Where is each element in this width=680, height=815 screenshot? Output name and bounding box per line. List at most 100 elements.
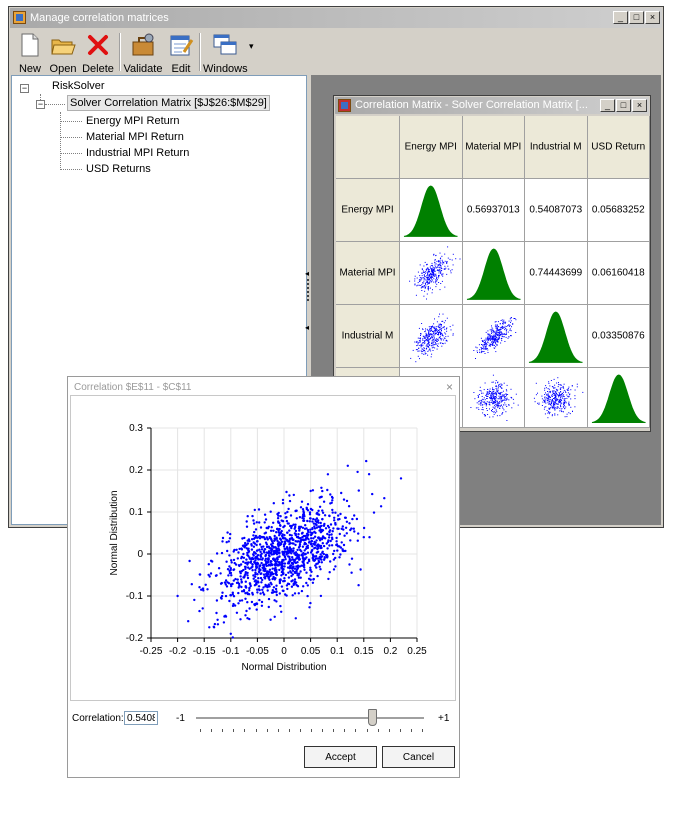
scatter-point bbox=[566, 394, 568, 396]
matrix-cell[interactable] bbox=[525, 368, 588, 428]
scatter-point bbox=[332, 527, 335, 530]
scatter-point bbox=[304, 547, 308, 550]
matrix-cell[interactable] bbox=[587, 368, 650, 428]
main-title-bar[interactable]: Manage correlation matrices _ □ × bbox=[10, 8, 662, 28]
scatter-point bbox=[217, 567, 221, 570]
scatter-point bbox=[433, 270, 434, 272]
scatter-point bbox=[429, 338, 431, 340]
tree-item-usd[interactable]: USD Returns bbox=[86, 163, 151, 175]
scatter-point bbox=[428, 277, 429, 279]
validate-button[interactable]: Validate bbox=[123, 29, 163, 75]
scatter-point bbox=[499, 331, 501, 333]
matrix-cell[interactable] bbox=[400, 242, 463, 305]
matrix-col-header[interactable]: USD Return bbox=[587, 116, 650, 179]
maximize-button[interactable]: □ bbox=[629, 11, 644, 24]
correlation-slider-thumb[interactable] bbox=[367, 709, 377, 726]
tree-item-energy[interactable]: Energy MPI Return bbox=[86, 115, 180, 127]
collapse-matrix-icon[interactable]: − bbox=[36, 99, 45, 109]
matrix-cell[interactable] bbox=[400, 305, 463, 368]
matrix-cell[interactable] bbox=[525, 305, 588, 368]
open-button[interactable]: Open bbox=[47, 29, 79, 75]
scatter-point bbox=[275, 591, 278, 594]
x-tick-label: -0.2 bbox=[169, 646, 187, 657]
scatter-point bbox=[344, 526, 348, 529]
scatter-point bbox=[421, 278, 423, 280]
splitter-arrow-icon[interactable]: ◂ bbox=[305, 323, 310, 332]
scatter-point bbox=[333, 549, 336, 553]
accept-button[interactable]: Accept bbox=[304, 746, 377, 768]
scatter-point bbox=[427, 282, 429, 284]
matrix-cell[interactable] bbox=[462, 242, 525, 305]
matrix-cell[interactable]: 0.05683252 bbox=[587, 179, 650, 242]
matrix-cell[interactable] bbox=[400, 179, 463, 242]
scatter-point bbox=[303, 549, 306, 552]
scatter-point bbox=[491, 327, 492, 329]
scatter-point bbox=[430, 273, 432, 275]
windows-dropdown-arrow-icon[interactable]: ▾ bbox=[249, 41, 254, 51]
scatter-point bbox=[574, 395, 576, 397]
matrix-row-header[interactable]: Material MPI bbox=[336, 242, 400, 305]
scatter-point bbox=[427, 339, 429, 341]
scatter-point bbox=[244, 541, 247, 545]
matrix-close-button[interactable]: × bbox=[632, 99, 647, 112]
tree-item-material[interactable]: Material MPI Return bbox=[86, 131, 184, 143]
splitter-arrow-icon[interactable]: ◂ bbox=[305, 269, 310, 278]
tree-root-risksolver[interactable]: RiskSolver bbox=[52, 80, 105, 92]
scatter-point bbox=[472, 350, 474, 351]
density-curve bbox=[591, 374, 646, 423]
matrix-cell[interactable]: 0.74443699 bbox=[525, 242, 588, 305]
scatter-point bbox=[264, 575, 267, 578]
scatter-point bbox=[547, 399, 549, 401]
scatter-point bbox=[241, 544, 245, 547]
tree-item-industrial[interactable]: Industrial MPI Return bbox=[86, 147, 190, 159]
matrix-cell[interactable]: 0.54087073 bbox=[525, 179, 588, 242]
splitter-grip-icon[interactable] bbox=[307, 279, 311, 301]
correlation-input[interactable] bbox=[124, 711, 158, 725]
matrix-title-bar[interactable]: Correlation Matrix - Solver Correlation … bbox=[335, 97, 649, 114]
matrix-cell[interactable]: 0.56937013 bbox=[462, 179, 525, 242]
matrix-col-header[interactable]: Energy MPI bbox=[400, 116, 463, 179]
scatter-point bbox=[490, 341, 492, 343]
minimize-button[interactable]: _ bbox=[613, 11, 628, 24]
scatter-point bbox=[488, 335, 490, 337]
scatter-point bbox=[442, 261, 444, 263]
scatter-point bbox=[327, 577, 330, 581]
matrix-maximize-button[interactable]: □ bbox=[616, 99, 631, 112]
scatter-point bbox=[551, 403, 552, 404]
tree-item-solver-matrix[interactable]: Solver Correlation Matrix [$J$26:$M$29] bbox=[67, 95, 270, 111]
correlation-slider-track[interactable] bbox=[196, 717, 424, 720]
scatter-point bbox=[444, 320, 446, 322]
matrix-cell[interactable]: 0.03350876 bbox=[587, 305, 650, 368]
scatter-point bbox=[225, 560, 228, 563]
scatter-point bbox=[485, 393, 487, 395]
scatter-point bbox=[431, 345, 432, 347]
matrix-cell[interactable]: 0.06160418 bbox=[587, 242, 650, 305]
matrix-cell[interactable] bbox=[462, 305, 525, 368]
new-button[interactable]: New bbox=[15, 29, 45, 75]
delete-button[interactable]: Delete bbox=[81, 29, 115, 75]
scatter-point bbox=[555, 401, 557, 403]
close-button[interactable]: × bbox=[645, 11, 660, 24]
scatter-point bbox=[233, 561, 236, 565]
cancel-button[interactable]: Cancel bbox=[382, 746, 455, 768]
dialog-close-icon[interactable]: × bbox=[445, 380, 453, 394]
collapse-root-icon[interactable]: − bbox=[20, 83, 29, 93]
scatter-point bbox=[224, 594, 228, 598]
scatter-point bbox=[425, 286, 426, 288]
scatter-point bbox=[548, 399, 550, 401]
scatter-point bbox=[555, 391, 557, 393]
matrix-col-header[interactable]: Industrial M bbox=[525, 116, 588, 179]
windows-button[interactable]: Windows bbox=[203, 29, 248, 75]
scatter-point bbox=[432, 268, 434, 270]
matrix-col-header[interactable]: Material MPI bbox=[462, 116, 525, 179]
matrix-cell[interactable] bbox=[462, 368, 525, 428]
scatter-point bbox=[491, 336, 493, 337]
scatter-point bbox=[553, 407, 555, 409]
matrix-row-header[interactable]: Industrial M bbox=[336, 305, 400, 368]
matrix-minimize-button[interactable]: _ bbox=[600, 99, 615, 112]
matrix-row-header[interactable]: Energy MPI bbox=[336, 179, 400, 242]
scatter-point bbox=[309, 531, 312, 534]
edit-button[interactable]: Edit bbox=[167, 29, 195, 75]
scatter-point bbox=[424, 270, 426, 272]
scatter-point bbox=[494, 396, 496, 397]
